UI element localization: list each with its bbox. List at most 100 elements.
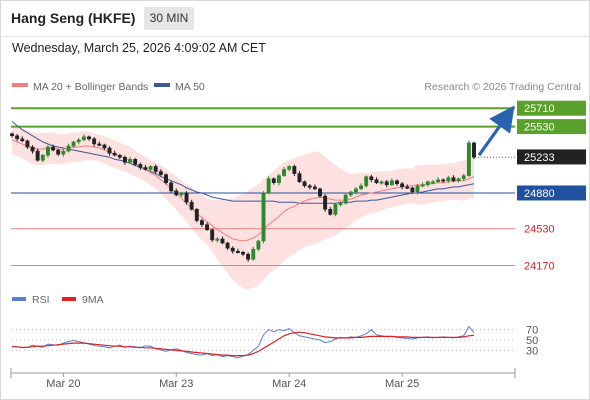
rsi-ma-line [12,331,475,357]
bearish-candle [369,176,374,180]
bullish-candle [436,179,441,182]
bearish-candle [112,152,117,156]
bullish-candle [261,192,266,242]
bearish-candle [225,242,230,249]
bullish-candle [45,146,50,156]
bearish-candle [328,209,333,215]
rsi-line [11,325,475,359]
level-badges: 25710 25530 25233 24880 24530 24170 [517,100,586,272]
rsi-ma-legend-label: 9MA [82,294,104,306]
rsi-legend: RSI 9MA [12,294,104,306]
bullish-candle [266,178,271,194]
bullish-candle [61,150,66,155]
bullish-candle [128,159,133,163]
pivot-label-24880: 24880 [524,188,555,200]
bearish-candle [164,174,168,184]
ma50-legend-swatch [154,83,170,87]
price-legend: MA 20 + Bollinger Bands MA 50 Research ©… [12,81,581,93]
bearish-candle [230,247,235,252]
bearish-candle [220,238,225,244]
resistance-badge-25710 [517,100,586,116]
bearish-candle [302,181,307,187]
datetime-label: Wednesday, March 25, 2026 4:09:02 AM CET [12,41,266,55]
bearish-candle [307,185,312,188]
bullish-candle [76,139,81,143]
instrument-title: Hang Seng (HKFE) [11,10,136,26]
bearish-candle [395,180,399,185]
bullish-candle [333,203,338,215]
bullish-candle [71,141,76,147]
bearish-candle [10,133,14,137]
bearish-candle [241,251,245,255]
resistance-badge-25530 [517,119,586,135]
rsi-ma-legend-swatch [62,297,76,301]
resistance-label-25530: 25530 [524,122,555,134]
bullish-candle [179,192,184,196]
bearish-candle [405,186,410,189]
bearish-candle [97,143,102,146]
rsi-legend-label: RSI [32,294,50,306]
bullish-candle [415,185,420,193]
bearish-candle [194,209,199,221]
bullish-candle [348,191,353,196]
bearish-candle [117,154,122,158]
bullish-candle [287,166,292,170]
bullish-candle [81,136,86,141]
moving-average-lines [11,121,475,242]
bullish-candle [40,154,45,161]
bearish-candle [271,178,276,184]
bearish-candle [56,149,61,155]
bearish-candle [292,166,297,174]
bullish-candle [148,166,153,170]
bearish-candle [122,156,127,163]
bearish-candle [184,192,189,203]
time-axis: Mar 20 Mar 23 Mar 24 Mar 25 [10,368,516,390]
support-label-24530: 24530 [524,224,555,236]
bullish-candle [343,194,348,204]
header-divider [0,36,590,37]
bullish-candle [461,175,466,179]
bearish-candle [158,171,163,175]
timeframe-button[interactable]: 30 MIN [144,7,194,30]
bearish-candle [312,186,317,190]
bullish-candle [353,188,358,193]
bearish-candle [374,179,379,184]
bearish-candle [102,144,107,149]
copyright-label: Research © 2026 Trading Central [424,81,581,93]
bearish-candle [25,140,30,148]
bearish-candle [133,159,138,165]
bollinger-band-area [12,125,474,290]
ma50-legend-label: MA 50 [175,81,205,93]
bullish-candle [359,185,364,190]
time-tick-label: Mar 25 [385,378,419,390]
bearish-candle [210,229,215,241]
bearish-candle [143,167,148,170]
bearish-candle [87,136,91,140]
price-overlay [477,105,515,157]
bullish-candle [466,142,471,176]
bearish-candle [15,135,20,140]
bearish-candle [472,142,476,158]
candlesticks [10,132,476,262]
time-tick-label: Mar 20 [46,378,80,390]
bearish-candle [107,147,112,154]
bearish-candle [318,188,322,197]
bearish-candle [189,201,194,210]
header-bar: Hang Seng (HKFE) 30 MIN [0,0,590,36]
bullish-candle [251,248,256,260]
ma50-line [11,121,475,204]
pivot-badge-24880 [517,185,586,201]
bullish-candle [215,238,220,241]
ma20-line [11,139,475,242]
bearish-candle [174,190,179,196]
bearish-candle [153,166,158,172]
resistance-label-25710: 25710 [524,103,555,115]
bearish-candle [246,254,251,260]
bearish-candle [92,138,97,145]
bullish-candle [364,176,369,187]
bearish-candle [384,181,389,186]
bullish-candle [256,240,261,250]
rsi-tick-30: 30 [526,345,538,357]
